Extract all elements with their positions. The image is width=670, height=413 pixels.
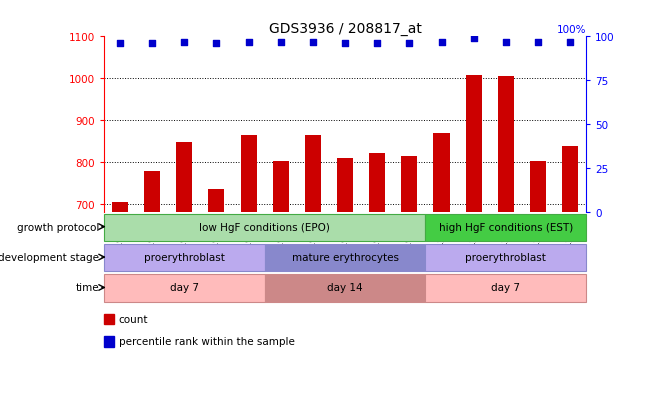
- Bar: [104, 244, 265, 272]
- Point: [565, 39, 576, 46]
- Point: [308, 39, 318, 46]
- Bar: [425, 275, 586, 302]
- Bar: [498, 77, 514, 213]
- Bar: [337, 158, 353, 213]
- Point: [533, 39, 543, 46]
- Bar: [112, 203, 128, 213]
- Bar: [104, 214, 425, 241]
- Bar: [425, 214, 586, 241]
- Point: [211, 41, 222, 47]
- Text: development stage: development stage: [0, 252, 99, 262]
- Text: day 14: day 14: [327, 283, 363, 293]
- Bar: [273, 162, 289, 213]
- Text: low HgF conditions (EPO): low HgF conditions (EPO): [199, 222, 330, 232]
- Bar: [401, 156, 417, 213]
- Title: GDS3936 / 208817_at: GDS3936 / 208817_at: [269, 22, 421, 36]
- Bar: [265, 275, 425, 302]
- Text: proerythroblast: proerythroblast: [144, 252, 224, 262]
- Bar: [369, 154, 385, 213]
- Point: [372, 41, 383, 47]
- Bar: [530, 161, 546, 213]
- Text: day 7: day 7: [170, 283, 199, 293]
- Bar: [144, 171, 160, 213]
- Bar: [104, 275, 265, 302]
- Text: proerythroblast: proerythroblast: [466, 252, 546, 262]
- Point: [147, 41, 157, 47]
- Point: [243, 39, 254, 46]
- Bar: [305, 135, 321, 213]
- Bar: [176, 142, 192, 213]
- Bar: [425, 244, 586, 272]
- Text: percentile rank within the sample: percentile rank within the sample: [119, 337, 294, 347]
- Text: count: count: [119, 314, 148, 324]
- Text: day 7: day 7: [491, 283, 521, 293]
- Bar: [562, 147, 578, 213]
- Bar: [241, 135, 257, 213]
- Point: [340, 41, 350, 47]
- Point: [275, 39, 286, 46]
- Bar: [208, 190, 224, 213]
- Bar: [466, 76, 482, 213]
- Bar: [265, 244, 425, 272]
- Point: [115, 41, 125, 47]
- Text: growth protocol: growth protocol: [17, 222, 99, 232]
- Point: [500, 39, 511, 46]
- Text: 100%: 100%: [557, 24, 586, 35]
- Point: [179, 39, 190, 46]
- Bar: [433, 134, 450, 213]
- Text: time: time: [76, 283, 99, 293]
- Point: [468, 36, 479, 42]
- Point: [404, 41, 415, 47]
- Text: high HgF conditions (EST): high HgF conditions (EST): [439, 222, 573, 232]
- Point: [436, 39, 447, 46]
- Text: mature erythrocytes: mature erythrocytes: [291, 252, 399, 262]
